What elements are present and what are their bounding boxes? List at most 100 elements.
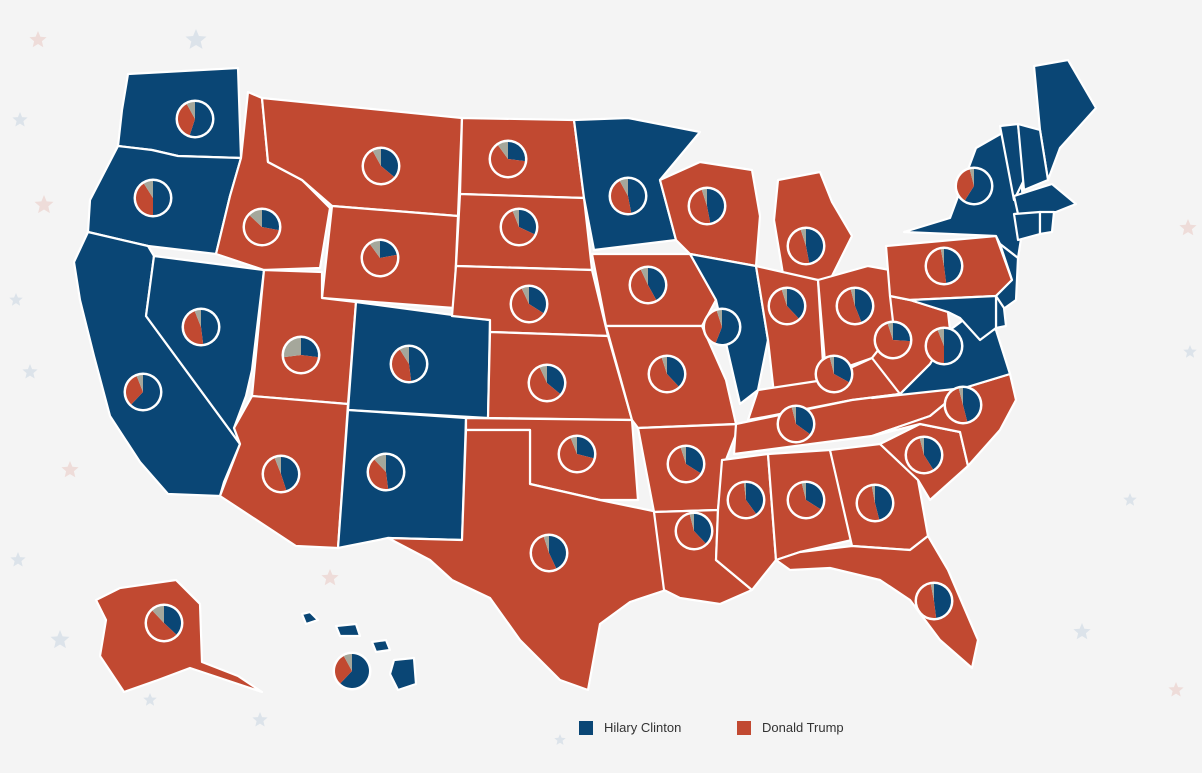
pie-slice-ok-dem <box>577 437 595 459</box>
pie-id <box>242 207 282 247</box>
pie-slice-co-rep <box>391 349 412 381</box>
pie-wy <box>360 238 400 278</box>
state-ma[interactable] <box>1012 182 1078 216</box>
pie-slice-wa-other <box>186 102 195 119</box>
pie-slice-wi-dem <box>707 189 724 223</box>
state-ct[interactable] <box>1012 210 1042 242</box>
pie-slice-sc-other <box>919 438 924 455</box>
pie-slice-ks-rep <box>530 367 561 400</box>
legend-label-clinton: Hilary Clinton <box>604 720 682 735</box>
pie-slice-ok-rep <box>560 438 594 471</box>
pie-slice-nd-rep <box>490 145 525 176</box>
pie-slice-ga-rep <box>858 486 880 520</box>
pie-slice-ut-rep <box>284 355 318 372</box>
pie-slice-al-rep <box>788 483 821 518</box>
decor-star-icon <box>321 569 339 586</box>
pie-slice-ca-other <box>136 375 143 392</box>
pie-slice-il-dem <box>715 310 739 344</box>
state-hi[interactable] <box>300 610 418 692</box>
pie-slice-fl-dem <box>934 584 952 618</box>
pie-ks <box>527 363 567 403</box>
pie-slice-mn-dem <box>628 179 645 213</box>
pie-slice-hi-rep <box>334 656 352 684</box>
state-tx[interactable] <box>386 428 668 692</box>
pie-slice-nm-other <box>374 455 386 472</box>
pie-mi <box>786 226 826 266</box>
pie-nm <box>366 452 406 492</box>
pie-slice-mt-dem <box>381 149 398 177</box>
decor-star-icon <box>12 112 28 127</box>
pie-sd <box>499 207 539 247</box>
pie-slice-nc-rep <box>946 388 968 422</box>
state-nh[interactable] <box>1016 122 1050 192</box>
pie-la <box>674 511 714 551</box>
state-md[interactable] <box>908 294 998 342</box>
pie-slice-ne-dem <box>529 287 546 314</box>
pie-slice-wv-other <box>887 323 893 340</box>
decor-star-icon <box>1123 493 1137 506</box>
pie-az <box>261 454 301 494</box>
decor-star-icon <box>22 364 38 379</box>
pie-slice-mo-rep <box>650 357 679 391</box>
pie-ms <box>726 480 766 520</box>
state-fl[interactable] <box>774 534 980 670</box>
pie-tx <box>529 533 569 573</box>
pie-slice-ut-other <box>284 338 301 358</box>
pie-slice-mo-other <box>661 357 667 374</box>
pie-slice-ga-other <box>871 486 875 503</box>
pie-slice-ky-rep <box>817 357 849 391</box>
pie-slice-ms-other <box>743 483 746 500</box>
pie-slice-nd-other <box>498 142 508 159</box>
pie-wi <box>687 186 727 226</box>
pie-wv <box>873 320 913 360</box>
pie-slice-ok-other <box>570 437 577 454</box>
decor-star-icon <box>1073 623 1091 640</box>
state-in[interactable] <box>754 264 826 396</box>
pie-slice-co-dem <box>409 347 427 381</box>
pie-slice-az-other <box>274 457 281 474</box>
pie-ny <box>954 166 994 206</box>
pie-slice-wy-rep <box>363 244 397 275</box>
state-ri[interactable] <box>1038 210 1056 236</box>
pie-slice-mo-dem <box>667 357 684 387</box>
pie-slice-ar-dem <box>686 447 704 474</box>
decor-star-icon <box>34 195 54 214</box>
decor-star-icon <box>50 630 70 649</box>
pie-fl <box>914 581 954 621</box>
pie-slice-ia-rep <box>630 269 657 303</box>
pie-slice-sc-dem <box>924 438 941 470</box>
decor-star-icon <box>252 712 268 727</box>
pie-slice-id-other <box>249 210 262 227</box>
pie-slice-or-rep <box>136 183 153 215</box>
pie-slice-pa-other <box>940 249 944 266</box>
pie-slice-nm-dem <box>386 455 404 489</box>
pie-nd <box>488 139 528 179</box>
pie-slice-sd-rep <box>502 211 535 244</box>
pie-slice-nv-rep <box>184 311 204 344</box>
pie-slice-mn-other <box>619 179 628 196</box>
pie-in <box>767 286 807 326</box>
pie-slice-ia-dem <box>648 268 665 300</box>
pie-slice-mi-other <box>800 229 806 246</box>
pie-slice-az-rep <box>263 458 287 492</box>
pie-slice-pa-dem <box>944 249 962 283</box>
pie-slice-id-dem <box>262 210 279 231</box>
state-ak[interactable] <box>94 578 264 694</box>
pie-slice-ar-other <box>680 447 686 464</box>
pie-slice-ms-dem <box>746 483 763 514</box>
pie-ak <box>144 603 184 643</box>
pie-ok <box>557 434 597 474</box>
pie-slice-tn-rep <box>779 407 810 442</box>
pie-ne <box>509 284 549 324</box>
pie-slice-mt-other <box>372 149 381 166</box>
pie-ia <box>628 265 668 305</box>
pie-slice-wv-rep <box>875 323 910 357</box>
pie-ga <box>855 483 895 523</box>
pie-slice-ne-other <box>521 287 529 304</box>
pie-slice-ny-rep <box>956 169 974 201</box>
pie-slice-co-other <box>399 347 409 364</box>
pie-slice-ar-rep <box>669 447 701 481</box>
pie-slice-oh-dem <box>855 289 873 322</box>
pie-slice-tx-rep <box>531 536 557 571</box>
pie-slice-nd-dem <box>508 142 525 162</box>
